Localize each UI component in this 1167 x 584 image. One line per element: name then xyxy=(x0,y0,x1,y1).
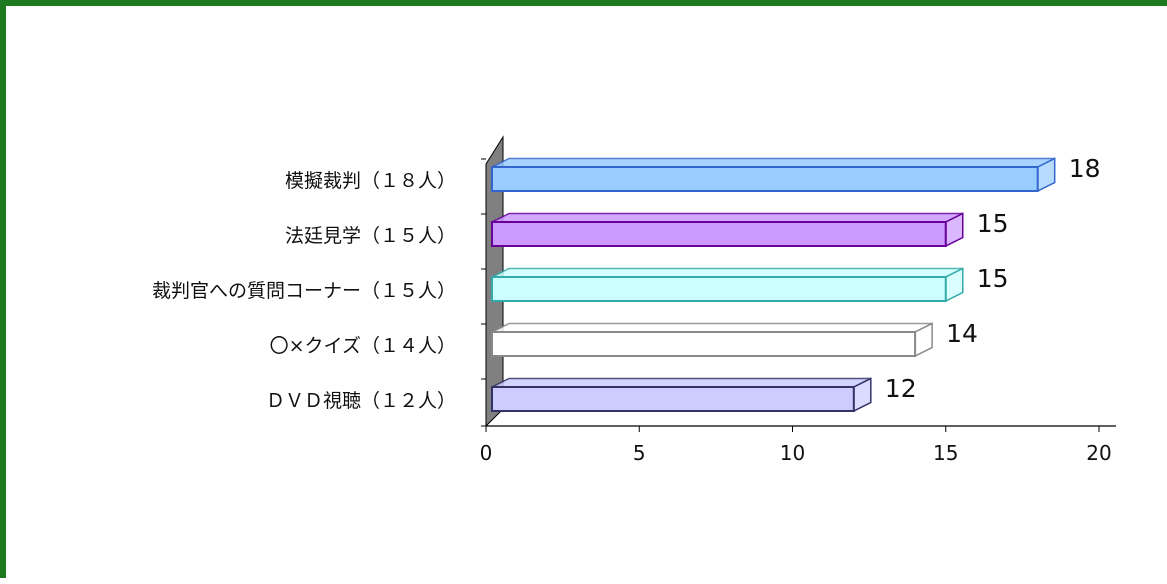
category-label: 〇×クイズ（１４人） xyxy=(270,335,456,357)
x-tick-label: 15 xyxy=(933,441,958,465)
bar xyxy=(491,221,947,247)
data-label: 12 xyxy=(885,374,917,403)
bar xyxy=(491,386,855,412)
bar-chart: 0 5 10 15 20 18 模擬裁判（１８人） 15 法廷見学（１５人） 15 裁判官への質問コ… xyxy=(152,135,1116,465)
category-label: 裁判官への質問コーナー（１５人） xyxy=(152,280,456,302)
data-label: 15 xyxy=(977,209,1009,238)
bar-top-face xyxy=(491,212,964,223)
bar-top-face xyxy=(491,377,872,388)
bar-top-face xyxy=(491,322,933,333)
x-tick-label: 20 xyxy=(1086,441,1111,465)
x-tick-label: 5 xyxy=(633,441,646,465)
category-label: 模擬裁判（１８人） xyxy=(285,170,456,192)
chart-labels: 0 5 10 15 20 18 模擬裁判（１８人） 15 法廷見学（１５人） 15 裁判官への質問コ… xyxy=(152,154,1112,465)
bar-top-face xyxy=(491,157,1056,168)
chart-bars xyxy=(491,157,1056,413)
bar xyxy=(491,166,1039,192)
category-label: 法廷見学（１５人） xyxy=(285,225,456,247)
bar xyxy=(491,276,947,302)
data-label: 15 xyxy=(977,264,1009,293)
data-label: 18 xyxy=(1069,154,1101,183)
bar-top-face xyxy=(491,267,964,278)
data-label: 14 xyxy=(946,319,978,348)
bar xyxy=(491,331,917,357)
x-tick-label: 10 xyxy=(780,441,805,465)
x-tick-label: 0 xyxy=(480,441,493,465)
x-axis xyxy=(481,158,1116,432)
category-label: ＤＶＤ視聴（１２人） xyxy=(266,390,456,412)
